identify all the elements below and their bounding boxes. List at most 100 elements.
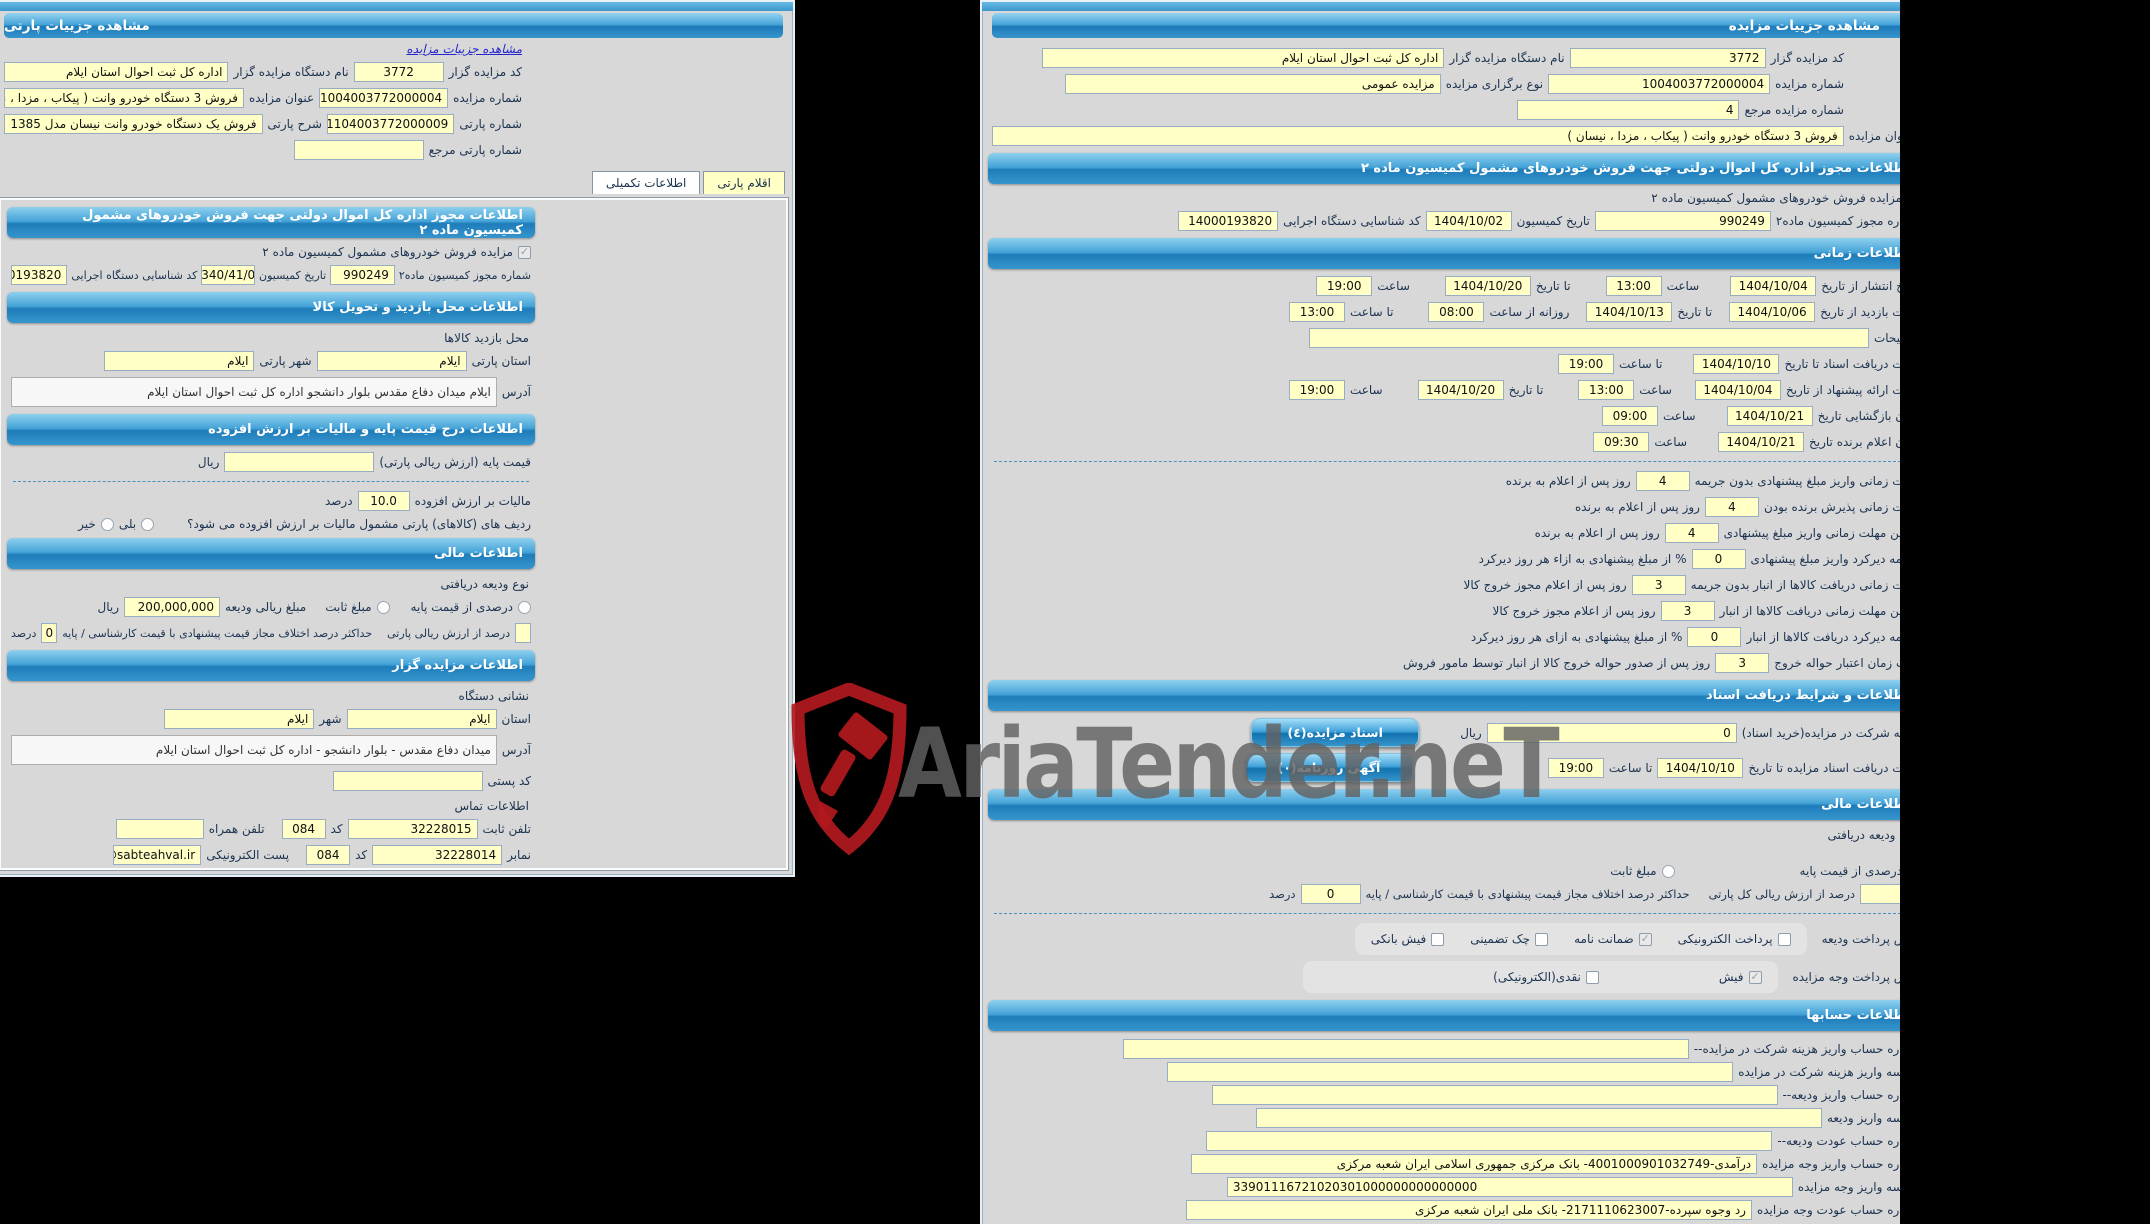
fee-field[interactable]: 0 xyxy=(1486,722,1737,743)
offer-to-time-field[interactable]: 19:00 xyxy=(1288,380,1345,400)
auction-docs-button[interactable]: اسناد مزایده(٤) xyxy=(1251,718,1420,747)
r-bidder-code-field[interactable]: 3772 xyxy=(1569,48,1766,68)
electronic-pay-checkbox[interactable] xyxy=(1777,932,1791,946)
account-row-field[interactable]: 33901116721020301000000000000000 xyxy=(1226,1177,1793,1197)
party-no-field[interactable]: 1104003772000009 xyxy=(326,114,455,134)
slip-checkbox[interactable] xyxy=(1748,970,1762,984)
docs-deadline-date-field[interactable]: 1404/10/10 xyxy=(1693,354,1780,374)
bidder-code-field[interactable]: 3772 xyxy=(353,62,444,82)
base-price-label: قیمت پایه (ارزش ریالی پارتی) xyxy=(379,455,531,469)
exec-id-field[interactable]: 14000193820 xyxy=(11,265,68,285)
vat-no-label: خیر xyxy=(78,517,96,531)
r-title-field[interactable]: فروش 3 دستگاه خودرو وانت ( پیکاب ، مزدا … xyxy=(992,126,1844,146)
penalty-row-value[interactable]: 4 xyxy=(1664,523,1719,543)
r-deposit-type-subtitle: نوع ودیعه دریافتی xyxy=(1827,828,1900,842)
publish-from-field[interactable]: 1404/10/04 xyxy=(1730,276,1817,296)
max-diff-field[interactable]: 0 xyxy=(41,623,58,643)
offer-from-field[interactable]: 1404/10/04 xyxy=(1694,380,1781,400)
offer-to-field[interactable]: 1404/10/20 xyxy=(1417,380,1504,400)
docs-dl-date-field[interactable]: 1404/10/10 xyxy=(1657,757,1744,778)
r-auction-no-field[interactable]: 1004003772000004 xyxy=(1548,74,1771,94)
account-row-field[interactable] xyxy=(1167,1062,1734,1082)
visit-address-field[interactable]: ایلام میدان دفاع مقدس بلوار دانشجو اداره… xyxy=(11,377,497,407)
penalty-row-value[interactable]: 4 xyxy=(1635,471,1690,491)
r-exec-id-field[interactable]: 14000193820 xyxy=(1178,211,1279,231)
account-row-field[interactable]: رد وجوه سپرده-2171110623007- بانک ملی ای… xyxy=(1185,1200,1752,1220)
account-row-field[interactable] xyxy=(1206,1131,1773,1151)
r-ref-no-field[interactable]: 4 xyxy=(1517,100,1740,120)
cash-electronic-checkbox[interactable] xyxy=(1585,970,1599,984)
tab-party-items[interactable]: اقلام پارتی xyxy=(703,171,785,194)
commission-date-field[interactable]: 1340/41/00 xyxy=(201,265,255,285)
phone-code-field[interactable]: 084 xyxy=(281,819,326,839)
postal-code-field[interactable] xyxy=(332,771,483,791)
party-ref-field[interactable] xyxy=(293,140,424,160)
docs-dl-time-field[interactable]: 19:00 xyxy=(1547,757,1604,778)
notes-field[interactable] xyxy=(1308,328,1869,348)
phone-field[interactable]: 32228015 xyxy=(347,819,478,839)
penalty-row-value[interactable]: 3 xyxy=(1631,575,1686,595)
org-province-field[interactable]: ایلام xyxy=(346,709,497,729)
publish-to-field[interactable]: 1404/10/20 xyxy=(1444,276,1531,296)
penalty-row-value[interactable]: 0 xyxy=(1687,627,1742,647)
opening-date-field[interactable]: 1404/10/21 xyxy=(1726,406,1813,426)
org-city-field[interactable]: ایلام xyxy=(164,709,315,729)
publish-from-time-field[interactable]: 13:00 xyxy=(1605,276,1662,296)
account-row-field[interactable] xyxy=(1255,1108,1822,1128)
docs-deadline-time-field[interactable]: 19:00 xyxy=(1558,354,1615,374)
deposit-percent-radio[interactable] xyxy=(518,600,531,614)
fax-code-field[interactable]: 084 xyxy=(306,845,351,865)
penalty-row-value[interactable]: 0 xyxy=(1691,549,1746,569)
party-province-field[interactable]: ایلام xyxy=(316,351,467,371)
guarantee-checkbox[interactable] xyxy=(1638,932,1652,946)
r-type-field[interactable]: مزایده عمومی xyxy=(1064,74,1441,94)
penalty-row-value[interactable]: 3 xyxy=(1660,601,1715,621)
penalty-row-value[interactable]: 4 xyxy=(1704,497,1759,517)
auction-no-field[interactable]: 1004003772000004 xyxy=(319,88,449,108)
visit-time-from-field[interactable]: 08:00 xyxy=(1428,302,1485,322)
commission-article2-checkbox[interactable] xyxy=(518,245,531,259)
account-row-field[interactable] xyxy=(1122,1039,1689,1059)
bank-slip-checkbox[interactable] xyxy=(1431,932,1445,946)
mobile-field[interactable] xyxy=(115,819,204,839)
deposit-rial-suffix: ریال xyxy=(97,600,120,614)
price-section-header: اطلاعات درج قیمت پایه و مالیات بر ارزش ا… xyxy=(7,414,535,445)
auction-title-field[interactable]: فروش 3 دستگاه خودرو وانت ( پیکاب ، مزدا … xyxy=(4,88,244,108)
winner-date-field[interactable]: 1404/10/21 xyxy=(1718,432,1805,452)
docs-deadline-label: مهلت دریافت اسناد تا تاریخ xyxy=(1784,357,1900,371)
vat-no-radio[interactable] xyxy=(100,517,114,531)
account-row-field[interactable]: درآمدی-4001000901032749- بانک مرکزی جمهو… xyxy=(1191,1154,1758,1174)
vat-yes-radio[interactable] xyxy=(141,517,155,531)
fax-field[interactable]: 32228014 xyxy=(372,845,503,865)
org-address-field[interactable]: میدان دفاع مقدس - بلوار دانشجو - اداره ک… xyxy=(11,735,497,765)
base-price-field[interactable] xyxy=(224,452,375,472)
r-commission-date-field[interactable]: 1404/10/02 xyxy=(1425,211,1512,231)
deposit-fixed-radio[interactable] xyxy=(376,600,390,614)
r-permit-no-field[interactable]: 990249 xyxy=(1594,211,1771,231)
r-org-name-field[interactable]: اداره کل ثبت احوال استان ایلام xyxy=(1042,48,1445,68)
email-field[interactable]: Ilam@sabteahval.ir xyxy=(113,845,202,865)
visit-time-to-field[interactable]: 13:00 xyxy=(1289,302,1345,322)
party-percent-field[interactable] xyxy=(515,623,531,643)
newspaper-ad-button[interactable]: آگهی روزنامه(۰) xyxy=(1244,753,1413,782)
party-desc-field[interactable]: فروش یک دستگاه خودرو وانت نیسان مدل 1385 xyxy=(4,114,263,134)
account-row-field[interactable] xyxy=(1211,1085,1778,1105)
auction-details-link[interactable]: مشاهده جزییات مزایده xyxy=(406,42,522,56)
secured-cheque-checkbox[interactable] xyxy=(1535,932,1549,946)
r-deposit-fixed-radio[interactable] xyxy=(1661,864,1675,878)
r-max-diff-field[interactable]: 0 xyxy=(1300,884,1361,904)
permit-no-field[interactable]: 990249 xyxy=(330,265,395,285)
publish-to-time-field[interactable]: 19:00 xyxy=(1316,276,1373,296)
visit-from-field[interactable]: 1404/10/06 xyxy=(1729,302,1816,322)
r-party-percent-field[interactable] xyxy=(1860,884,1900,904)
offer-from-time-field[interactable]: 13:00 xyxy=(1578,380,1635,400)
penalty-row-value[interactable]: 3 xyxy=(1715,653,1770,673)
winner-time-field[interactable]: 09:30 xyxy=(1593,432,1650,452)
visit-to-field[interactable]: 1404/10/13 xyxy=(1586,302,1673,322)
tab-additional-info[interactable]: اطلاعات تکمیلی xyxy=(591,171,701,194)
vat-field[interactable]: 10.0 xyxy=(357,491,410,511)
party-city-field[interactable]: ایلام xyxy=(104,351,255,371)
deposit-amount-field[interactable]: 200,000,000 xyxy=(124,597,221,617)
org-name-field[interactable]: اداره کل ثبت احوال استان ایلام xyxy=(4,62,229,82)
opening-time-field[interactable]: 09:00 xyxy=(1601,406,1658,426)
